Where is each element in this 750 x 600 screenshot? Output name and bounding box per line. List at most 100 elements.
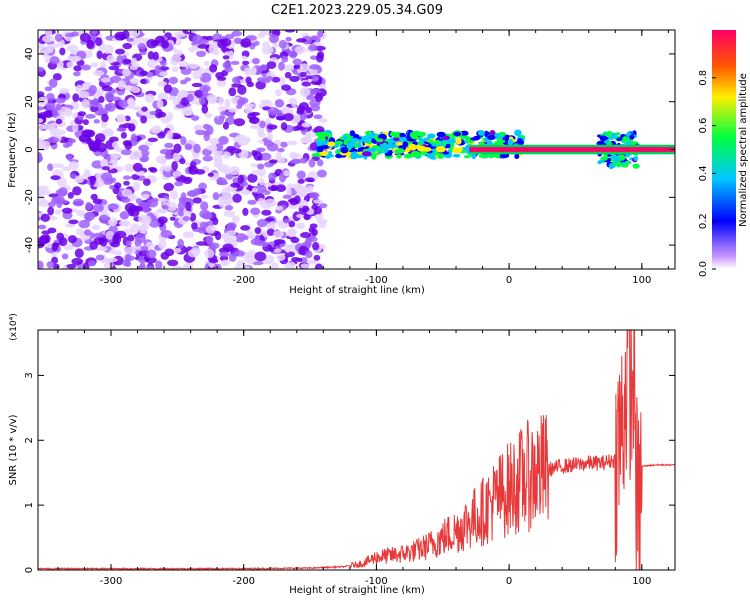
heatmap-cell bbox=[171, 66, 179, 73]
colorbar-tick-label: 0.0 bbox=[698, 261, 709, 277]
heatmap-cell bbox=[254, 184, 267, 194]
heatmap-cell bbox=[224, 98, 231, 109]
heatmap-cell bbox=[299, 86, 311, 97]
heatmap-cell bbox=[243, 190, 252, 196]
heatmap-cell bbox=[361, 136, 371, 143]
y-tick-label: -40 bbox=[24, 237, 35, 253]
heatmap-cell bbox=[155, 155, 167, 164]
heatmap-cell bbox=[44, 86, 53, 92]
heatmap-cell bbox=[117, 80, 126, 90]
heatmap-cell bbox=[436, 131, 446, 138]
heatmap-cell bbox=[215, 143, 224, 152]
y-tick-label: 40 bbox=[24, 48, 35, 61]
heatmap-cell bbox=[498, 139, 506, 143]
heatmap-cell bbox=[166, 111, 174, 122]
heatmap-cell bbox=[146, 265, 155, 269]
heatmap-cell bbox=[91, 224, 101, 231]
heatmap-cell bbox=[292, 58, 302, 66]
heatmap-cell bbox=[507, 139, 514, 146]
heatmap-cell bbox=[343, 139, 348, 146]
heatmap-cell bbox=[182, 263, 192, 269]
heatmap-cell bbox=[452, 147, 462, 154]
snr-y-multiplier: (x10⁴) bbox=[9, 313, 19, 340]
heatmap-cell bbox=[125, 84, 132, 92]
heatmap-cell bbox=[310, 80, 322, 86]
heatmap-cell bbox=[193, 188, 202, 196]
heatmap-cell bbox=[190, 115, 200, 121]
heatmap-cell bbox=[231, 83, 242, 88]
heatmap-cell bbox=[260, 152, 272, 161]
heatmap-cell bbox=[75, 228, 84, 236]
heatmap-cell bbox=[47, 43, 54, 54]
heatmap-cell bbox=[138, 144, 150, 152]
heatmap-cell bbox=[172, 152, 181, 162]
heatmap-cell bbox=[204, 112, 213, 118]
heatmap-cell bbox=[129, 78, 140, 85]
heatmap-cell bbox=[471, 152, 477, 159]
x-tick-label: -100 bbox=[365, 576, 388, 587]
heatmap-cell bbox=[46, 92, 55, 101]
heatmap-cell bbox=[160, 229, 173, 238]
heatmap-cell bbox=[233, 250, 245, 257]
heatmap-cell bbox=[230, 60, 240, 65]
heatmap-cell bbox=[102, 128, 115, 137]
heatmap-cell bbox=[243, 265, 251, 269]
heatmap-cell bbox=[200, 201, 209, 211]
heatmap-cell bbox=[47, 206, 55, 216]
heatmap-cell bbox=[147, 137, 158, 143]
heatmap-cell bbox=[163, 165, 172, 172]
heatmap-cell bbox=[249, 124, 261, 129]
heatmap-cell bbox=[245, 76, 252, 84]
heatmap-cell bbox=[240, 38, 252, 48]
heatmap-cell bbox=[135, 37, 146, 44]
heatmap-cell bbox=[188, 165, 196, 172]
x-tick-label: -300 bbox=[100, 576, 123, 587]
heatmap-cell bbox=[76, 209, 86, 217]
heatmap-cell bbox=[311, 75, 319, 82]
heatmap-cell bbox=[216, 180, 229, 186]
heatmap-cell bbox=[319, 137, 325, 141]
heatmap-cell bbox=[146, 249, 157, 259]
heatmap-cell bbox=[389, 132, 399, 137]
x-tick-label: -200 bbox=[232, 275, 255, 286]
heatmap-cell bbox=[228, 253, 237, 262]
heatmap-cell bbox=[266, 142, 279, 152]
heatmap-cell bbox=[317, 30, 324, 38]
heatmap-cell bbox=[187, 93, 194, 102]
heatmap-cell bbox=[78, 219, 90, 229]
heatmap-cell bbox=[281, 84, 292, 91]
heatmap-cell bbox=[286, 140, 298, 146]
heatmap-cell bbox=[315, 53, 324, 63]
heatmap-cell bbox=[373, 135, 379, 140]
heatmap-cell bbox=[178, 61, 190, 68]
heatmap-cell bbox=[187, 249, 200, 258]
heatmap-cell bbox=[171, 265, 184, 269]
heatmap-cell bbox=[299, 231, 312, 239]
heatmap-cell bbox=[161, 40, 170, 49]
y-tick-label: 2 bbox=[24, 437, 35, 443]
heatmap-cell bbox=[140, 115, 148, 124]
heatmap-cell bbox=[327, 141, 336, 147]
heatmap-cell bbox=[486, 135, 496, 141]
heatmap-cell bbox=[224, 66, 233, 73]
heatmap-cell bbox=[71, 257, 83, 266]
heatmap-cell bbox=[114, 230, 127, 239]
heatmap-cell bbox=[124, 246, 136, 255]
heatmap-cell bbox=[126, 37, 135, 42]
x-tick-label: 100 bbox=[632, 576, 651, 587]
heatmap-cell bbox=[261, 45, 274, 55]
heatmap-cell bbox=[132, 162, 143, 172]
x-tick-label: 100 bbox=[632, 275, 651, 286]
heatmap-cell bbox=[281, 55, 289, 63]
heatmap-cell bbox=[212, 217, 219, 226]
heatmap-cell bbox=[131, 106, 142, 111]
heatmap-cell bbox=[56, 177, 67, 187]
heatmap-cell bbox=[242, 60, 250, 65]
heatmap-cell bbox=[296, 170, 306, 180]
heatmap-cell bbox=[205, 225, 216, 234]
heatmap-cell bbox=[57, 187, 68, 197]
heatmap-cell bbox=[299, 157, 308, 164]
heatmap-cell bbox=[412, 130, 422, 136]
heatmap-cell bbox=[73, 71, 81, 77]
